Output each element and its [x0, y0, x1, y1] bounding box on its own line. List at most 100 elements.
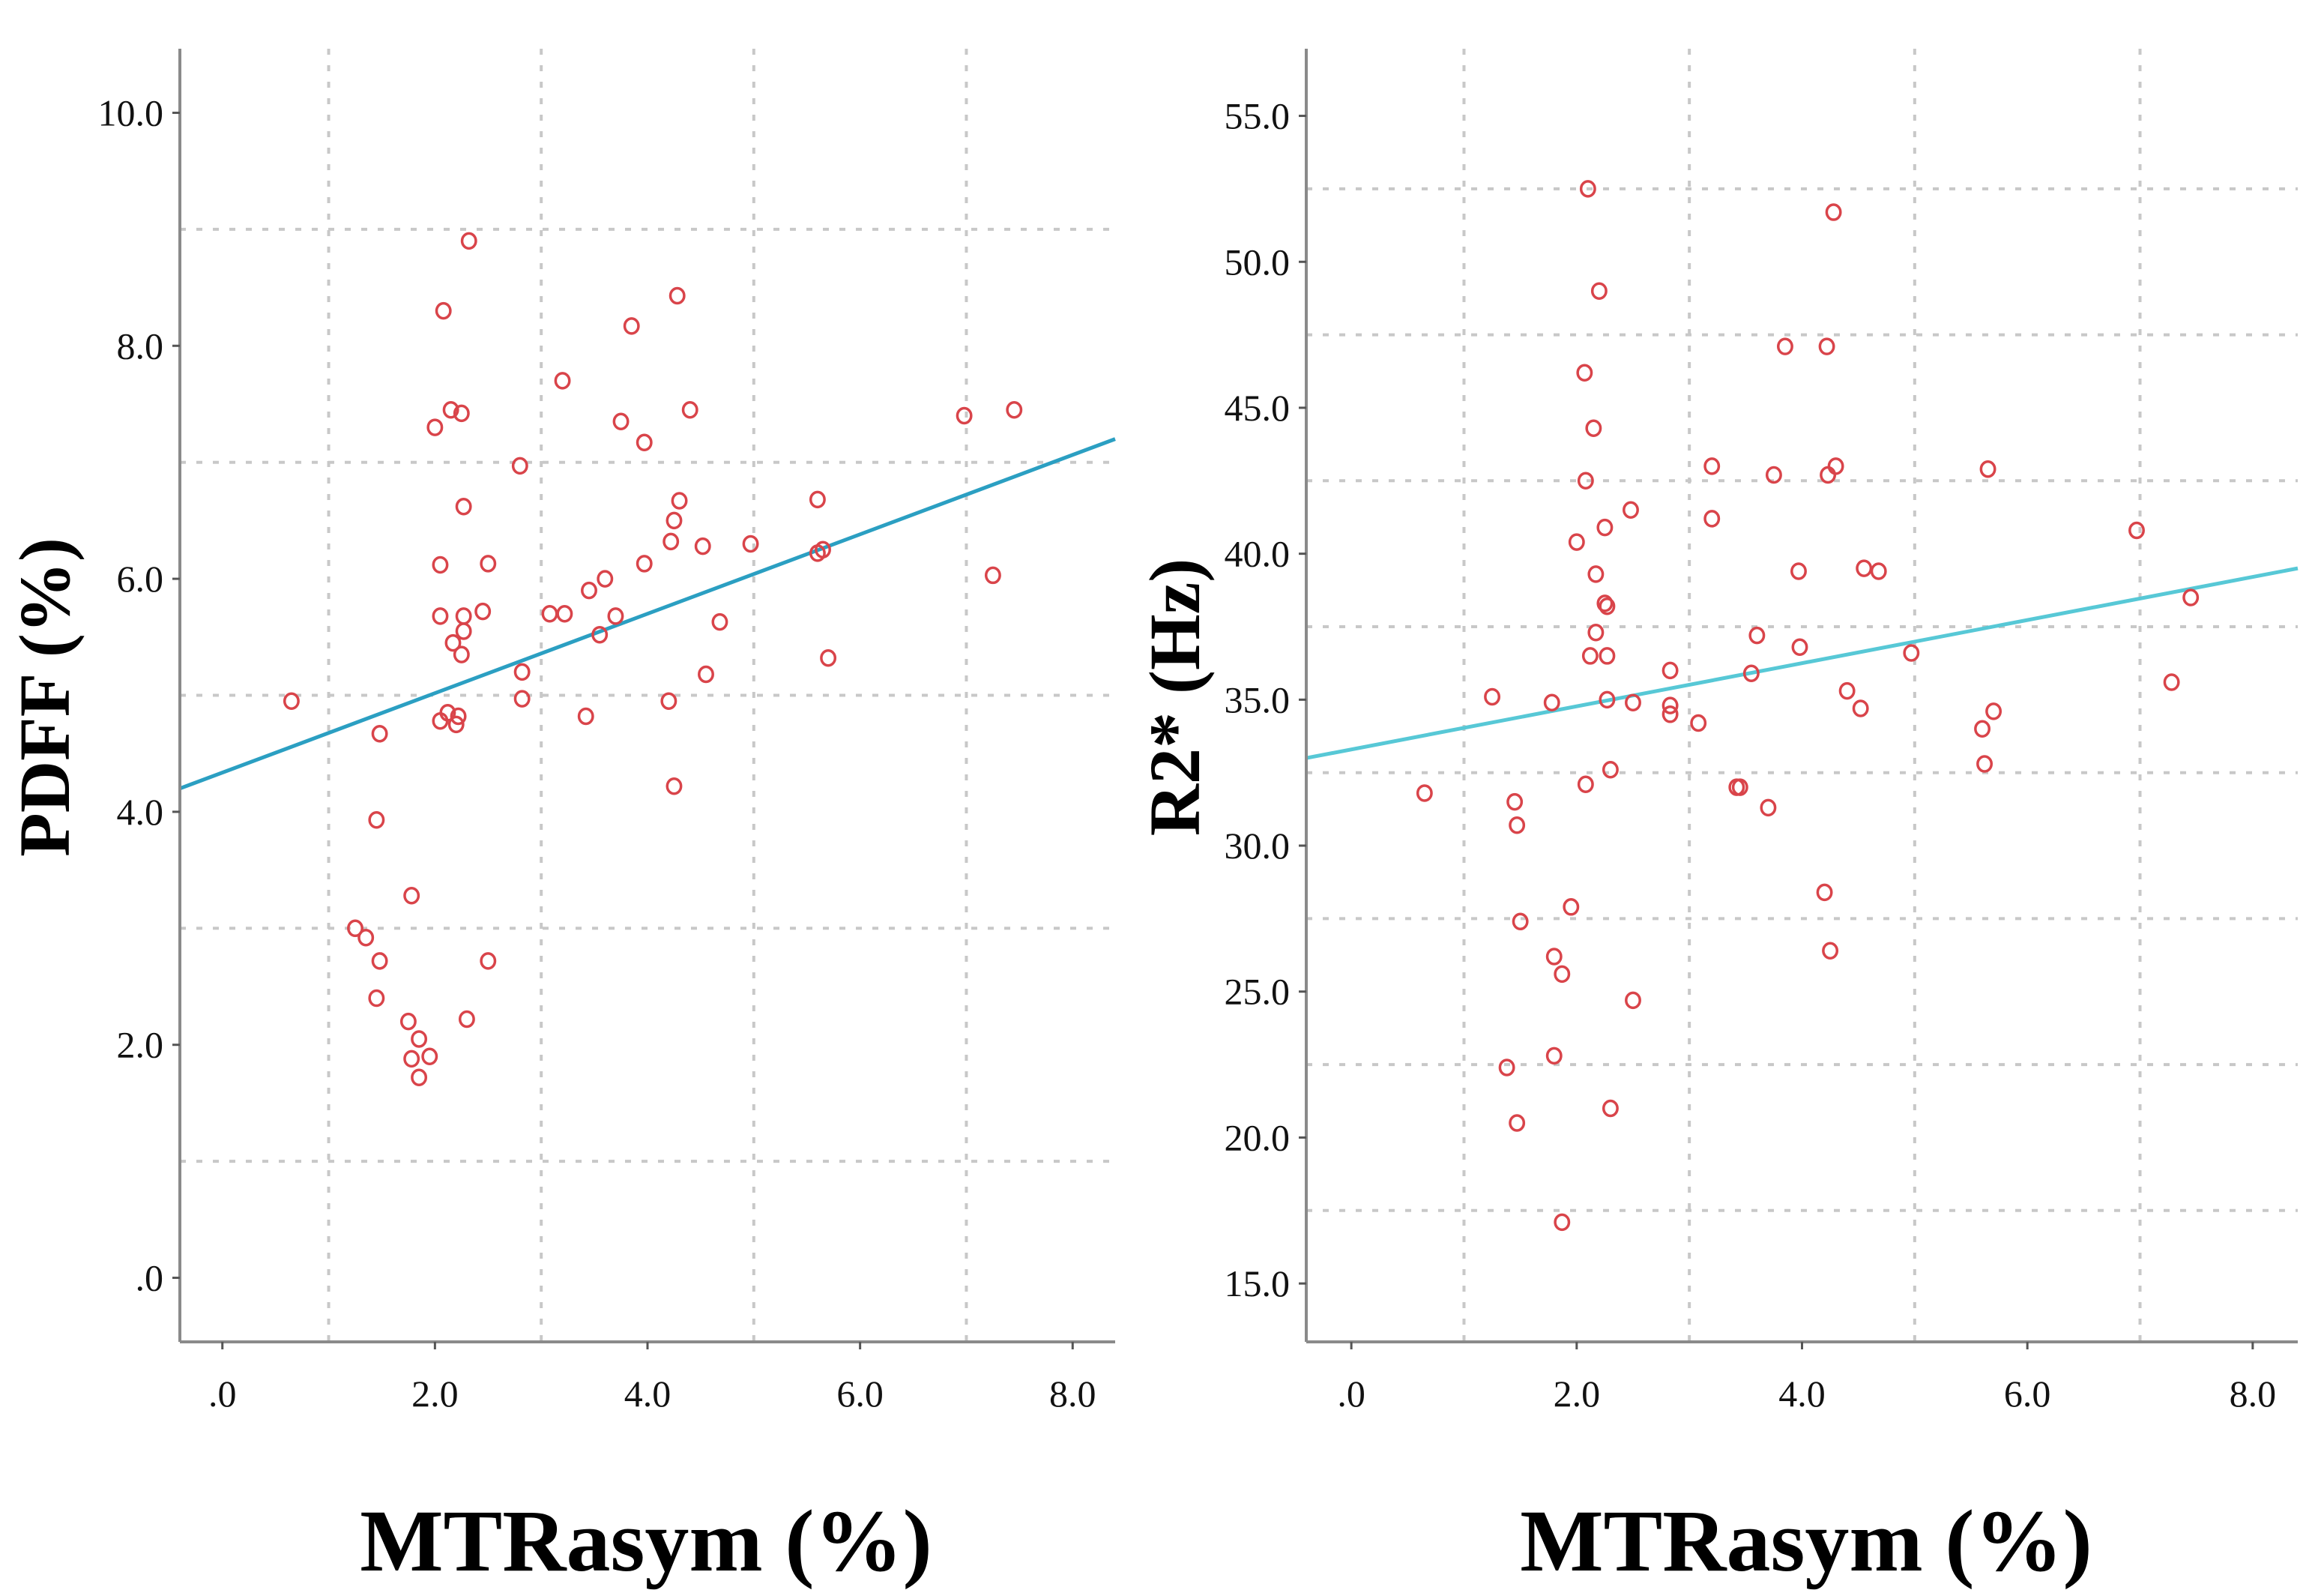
right-y-tick-label: 45.0	[1225, 387, 1291, 429]
right-data-point	[1979, 460, 1996, 478]
left-data-point	[432, 555, 449, 574]
left-data-point	[368, 811, 385, 829]
left-data-point	[698, 665, 714, 684]
left-data-point	[432, 607, 449, 625]
right-x-tick-label: 2.0	[1554, 1373, 1601, 1415]
left-data-point	[681, 401, 698, 419]
left-data-point	[442, 401, 459, 419]
left-data-point	[474, 602, 492, 621]
right-data-point	[1554, 965, 1571, 984]
left-x-tick-label: 2.0	[411, 1373, 459, 1415]
right-data-point	[1760, 798, 1777, 817]
left-chart: .0 2.0 4.0 6.0 8.0 10.0 .0 2.0 4.0 6.0 8.0 MTRasym…	[4, 49, 1116, 1590]
left-data-point	[815, 540, 831, 558]
right-data-point	[1596, 594, 1614, 612]
left-data-point	[668, 286, 686, 305]
right-data-point	[1985, 702, 2002, 720]
right-data-point	[1599, 647, 1616, 665]
left-y-axis-title: PDFF (%)	[4, 537, 85, 857]
right-data-point	[1579, 180, 1596, 198]
right-data-point	[1818, 337, 1835, 355]
left-data-point	[513, 690, 531, 708]
right-data-point	[1791, 638, 1808, 657]
right-y-tick-label: 30.0	[1225, 825, 1291, 867]
right-data-point	[1838, 681, 1856, 700]
right-data-point	[1599, 690, 1616, 709]
right-data-point	[1498, 1059, 1515, 1076]
right-grid	[1306, 49, 2298, 1342]
right-data-point	[1742, 664, 1760, 683]
left-data-point	[453, 645, 470, 663]
right-data-point	[1870, 562, 1887, 580]
right-data-point	[1563, 898, 1580, 916]
right-data-point	[1790, 562, 1807, 580]
right-data-point	[2182, 588, 2200, 606]
right-y-tick-label: 20.0	[1225, 1116, 1291, 1158]
right-y-tick-label: 15.0	[1225, 1262, 1291, 1304]
right-y-tick-label: 40.0	[1225, 533, 1291, 575]
left-y-tick-label: .0	[136, 1257, 164, 1299]
right-fit-line	[1306, 566, 2299, 760]
left-data-point	[357, 928, 375, 947]
right-data-point	[1506, 792, 1524, 811]
left-data-point	[426, 418, 444, 436]
left-data-point	[480, 952, 497, 970]
right-x-tick-label: 6.0	[2004, 1373, 2051, 1415]
right-data-point	[1852, 699, 1869, 717]
right-data-point	[1703, 457, 1721, 475]
right-data-point	[1822, 942, 1839, 960]
left-data-point	[660, 692, 677, 711]
right-chart: 15.0 20.0 25.0 30.0 35.0 40.0 45.0 50.0 55.0 .0 2.…	[1135, 49, 2299, 1590]
right-data-point	[1484, 687, 1501, 706]
left-fit-group	[179, 437, 1116, 791]
left-y-tick-label: 2.0	[117, 1024, 164, 1066]
right-data-point	[1625, 693, 1641, 711]
right-data-point	[1512, 912, 1529, 931]
left-x-tick-label: 8.0	[1049, 1373, 1096, 1415]
left-data-point	[671, 492, 688, 510]
right-data-point	[1703, 510, 1721, 528]
right-data-point	[1576, 364, 1593, 382]
right-data-point	[1577, 775, 1594, 794]
right-y-tick-label: 25.0	[1225, 971, 1291, 1013]
right-x-tick-label: .0	[1337, 1373, 1365, 1415]
left-data-point	[554, 372, 571, 390]
right-data-point	[1509, 1114, 1526, 1132]
left-data-point	[1006, 401, 1023, 419]
right-fit-group	[1306, 566, 2299, 760]
right-x-axis-title: MTRasym (%)	[1520, 1492, 2092, 1590]
left-data-point	[820, 649, 837, 667]
left-data-point	[513, 663, 531, 681]
left-data-point	[460, 232, 477, 250]
right-data-point	[1625, 991, 1641, 1010]
left-data-point	[455, 497, 472, 516]
right-data-point	[1974, 720, 1991, 738]
right-data-point	[1690, 714, 1707, 732]
left-data-point	[368, 989, 385, 1008]
left-data-point	[435, 301, 452, 320]
right-data-point	[1661, 705, 1679, 723]
right-data-point	[1623, 501, 1639, 519]
left-data-point	[597, 570, 614, 588]
left-data-point	[591, 625, 609, 644]
left-data-point	[636, 555, 653, 573]
right-data-point	[1509, 816, 1526, 834]
left-data-point	[663, 532, 680, 551]
right-data-point	[1602, 761, 1619, 779]
left-data-point	[455, 607, 472, 625]
left-x-tick-label: 6.0	[836, 1373, 884, 1415]
right-data-point	[1554, 1213, 1571, 1232]
left-data-point	[421, 1047, 438, 1066]
right-data-point	[1827, 457, 1844, 475]
right-tick-labels: 15.0 20.0 25.0 30.0 35.0 40.0 45.0 50.0 55.0 .0 2.…	[1225, 95, 2277, 1415]
left-data-point	[607, 607, 624, 625]
left-data-point	[439, 704, 456, 722]
left-data-point	[665, 777, 683, 795]
left-data-point	[556, 604, 573, 623]
left-fit-line	[179, 437, 1116, 791]
left-tick-labels: .0 2.0 4.0 6.0 8.0 10.0 .0 2.0 4.0 6.0 8.0	[98, 91, 1096, 1415]
left-data-point	[453, 404, 470, 423]
left-data-point	[371, 725, 388, 743]
left-data-point	[283, 692, 300, 711]
left-data-point	[458, 1010, 475, 1029]
